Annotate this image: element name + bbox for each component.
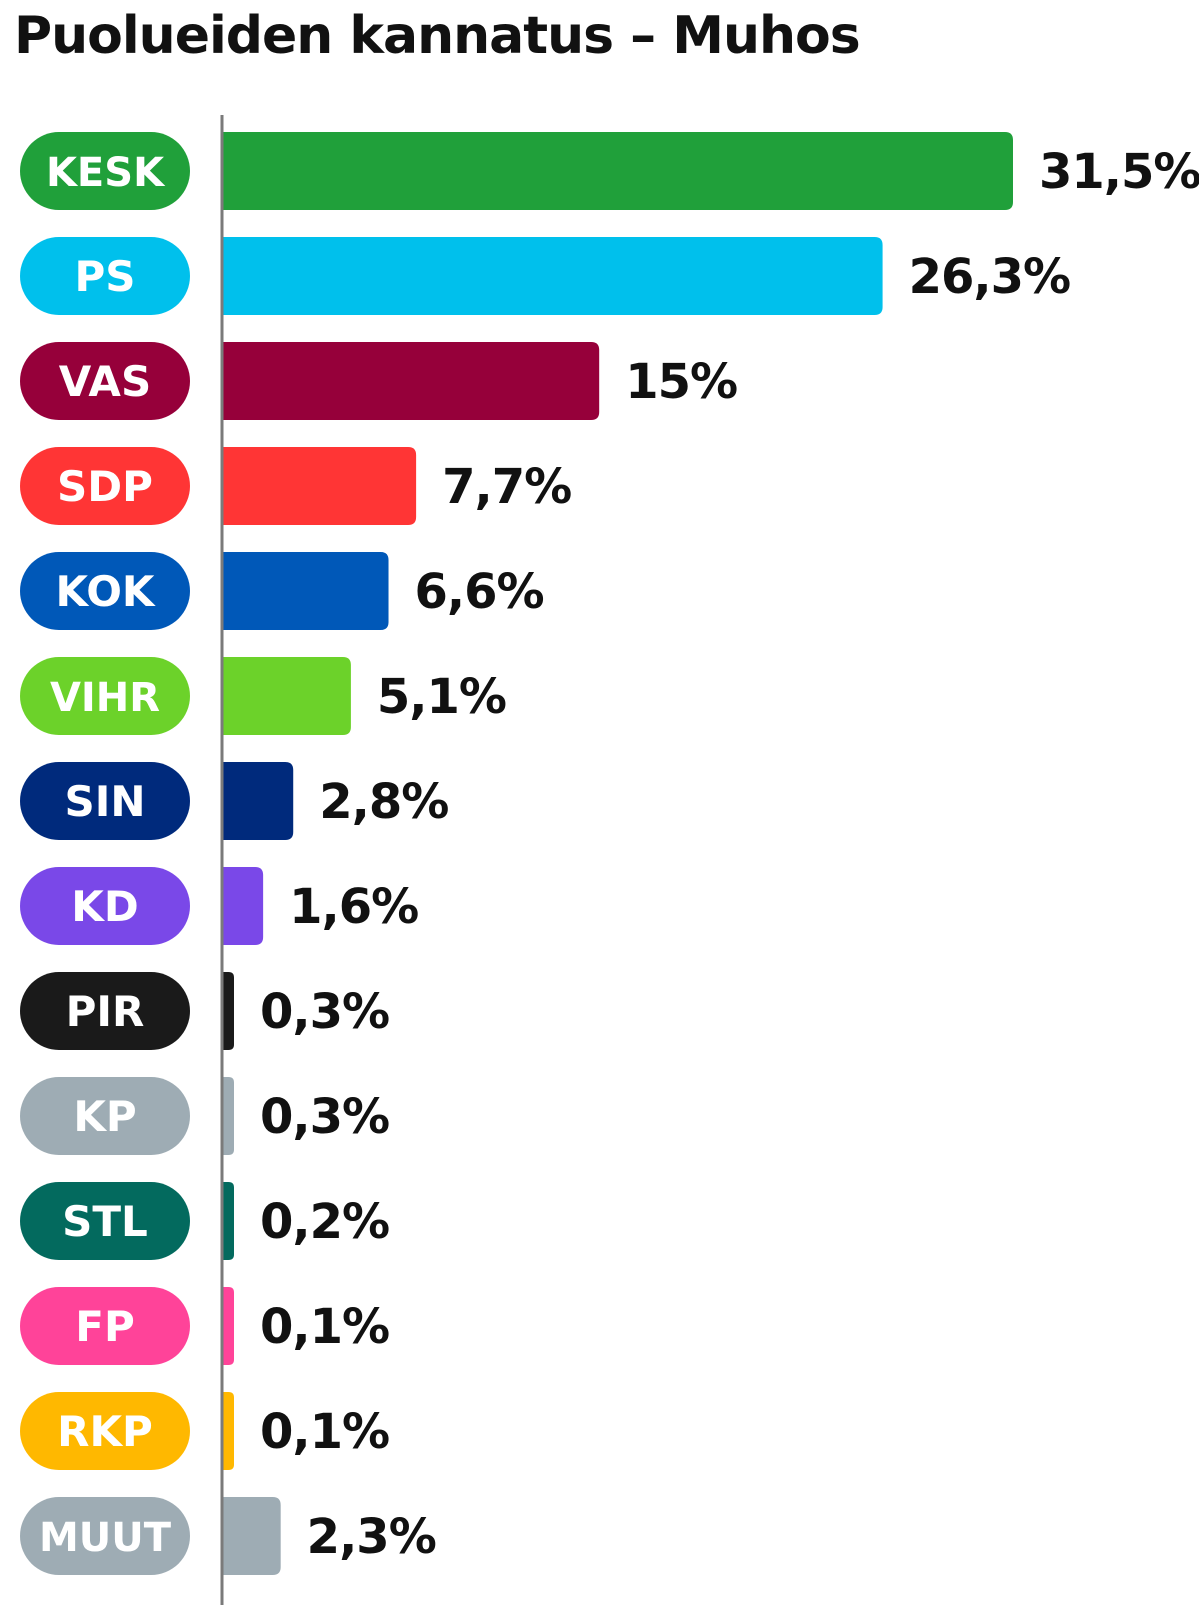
party-label-kd: KD	[71, 882, 138, 931]
party-label-rkp: RKP	[57, 1407, 153, 1456]
party-label-ps: PS	[74, 252, 135, 301]
bar-muut	[223, 1497, 281, 1575]
party-pill-sdp	[20, 447, 190, 525]
party-label-vihr: VIHR	[50, 675, 160, 721]
party-label-vas: VAS	[59, 357, 151, 406]
party-pill-kp	[20, 1077, 190, 1155]
value-label-vihr: 5,1%	[377, 669, 506, 725]
party-label-muut: MUUT	[39, 1515, 172, 1561]
party-label-sin: SIN	[64, 777, 145, 826]
party-label-kok: KOK	[56, 567, 156, 616]
party-pill-kesk	[20, 132, 190, 210]
bar-fp	[223, 1287, 234, 1365]
party-pill-sin	[20, 762, 190, 840]
bar-kd	[223, 867, 264, 945]
party-label-kp: KP	[73, 1092, 136, 1141]
value-label-kp: 0,3%	[260, 1089, 389, 1145]
party-label-stl: STL	[62, 1197, 148, 1246]
bar-vas	[223, 342, 600, 420]
bar-sin	[223, 762, 294, 840]
bar-pir	[223, 972, 234, 1050]
party-pill-fp	[20, 1287, 190, 1365]
value-label-sin: 2,8%	[319, 774, 448, 830]
bar-vihr	[223, 657, 351, 735]
chart-title: Puolueiden kannatus – Muhos	[14, 6, 861, 66]
party-label-kesk: KESK	[46, 150, 166, 196]
party-pill-pir	[20, 972, 190, 1050]
bar-stl	[223, 1182, 234, 1260]
value-label-rkp: 0,1%	[260, 1404, 389, 1460]
party-label-fp: FP	[75, 1302, 134, 1351]
party-pill-kok	[20, 552, 190, 630]
value-label-pir: 0,3%	[260, 984, 389, 1040]
party-label-pir: PIR	[66, 987, 145, 1036]
bar-kesk	[223, 132, 1013, 210]
party-pill-vas	[20, 342, 190, 420]
value-label-kd: 1,6%	[289, 879, 418, 935]
party-pill-ps	[20, 237, 190, 315]
bar-ps	[223, 237, 883, 315]
bar-rkp	[223, 1392, 234, 1470]
value-label-ps: 26,3%	[909, 249, 1071, 305]
party-pill-rkp	[20, 1392, 190, 1470]
value-label-kesk: 31,5%	[1039, 144, 1199, 200]
bar-kp	[223, 1077, 234, 1155]
party-pill-muut	[20, 1497, 190, 1575]
value-label-kok: 6,6%	[415, 564, 544, 620]
value-label-sdp: 7,7%	[442, 459, 571, 515]
party-pill-vihr	[20, 657, 190, 735]
bar-sdp	[223, 447, 417, 525]
value-label-stl: 0,2%	[260, 1194, 389, 1250]
bar-kok	[223, 552, 389, 630]
party-pill-kd	[20, 867, 190, 945]
value-label-fp: 0,1%	[260, 1299, 389, 1355]
value-label-vas: 15%	[625, 354, 737, 410]
party-label-sdp: SDP	[57, 462, 153, 511]
party-pill-stl	[20, 1182, 190, 1260]
value-label-muut: 2,3%	[307, 1509, 436, 1565]
